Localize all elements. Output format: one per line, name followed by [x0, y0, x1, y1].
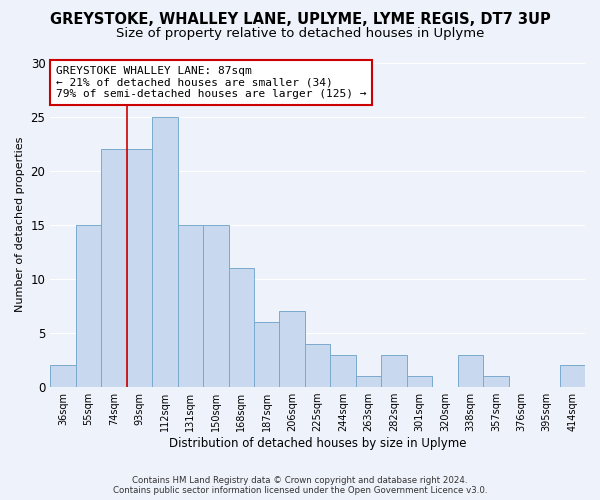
Bar [229, 268, 254, 387]
Bar [560, 366, 585, 387]
Text: Size of property relative to detached houses in Uplyme: Size of property relative to detached ho… [116, 28, 484, 40]
Bar [305, 344, 331, 387]
Text: GREYSTOKE, WHALLEY LANE, UPLYME, LYME REGIS, DT7 3UP: GREYSTOKE, WHALLEY LANE, UPLYME, LYME RE… [50, 12, 550, 28]
Bar [50, 366, 76, 387]
Bar [101, 149, 127, 387]
Bar [127, 149, 152, 387]
Bar [152, 116, 178, 387]
Bar [407, 376, 432, 387]
Bar [356, 376, 382, 387]
Bar [382, 354, 407, 387]
Bar [254, 322, 280, 387]
Text: Contains HM Land Registry data © Crown copyright and database right 2024.
Contai: Contains HM Land Registry data © Crown c… [113, 476, 487, 495]
Text: GREYSTOKE WHALLEY LANE: 87sqm
← 21% of detached houses are smaller (34)
79% of s: GREYSTOKE WHALLEY LANE: 87sqm ← 21% of d… [56, 66, 366, 99]
Bar [280, 312, 305, 387]
Bar [76, 225, 101, 387]
Bar [483, 376, 509, 387]
Y-axis label: Number of detached properties: Number of detached properties [15, 137, 25, 312]
Bar [203, 225, 229, 387]
Bar [331, 354, 356, 387]
Bar [458, 354, 483, 387]
X-axis label: Distribution of detached houses by size in Uplyme: Distribution of detached houses by size … [169, 437, 466, 450]
Bar [178, 225, 203, 387]
